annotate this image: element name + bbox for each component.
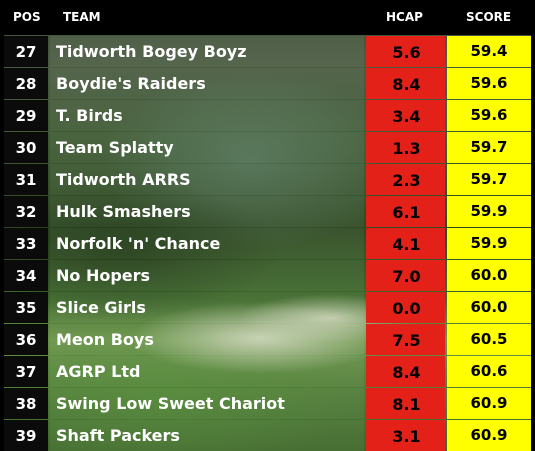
hcap-cell: 7.5 [366,324,445,355]
pos-cell: 27 [4,36,48,67]
team-cell: Norfolk 'n' Chance [50,228,364,259]
table-row: 36 Meon Boys 7.5 60.5 [0,324,535,356]
table-row: 27 Tidworth Bogey Boyz 5.6 59.4 [0,36,535,68]
table-row: 35 Slice Girls 0.0 60.0 [0,292,535,324]
team-cell: Boydie's Raiders [50,68,364,99]
score-cell: 59.9 [447,228,531,259]
hcap-cell: 8.4 [366,68,445,99]
team-cell: Meon Boys [50,324,364,355]
table-row: 39 Shaft Packers 3.1 60.9 [0,420,535,451]
score-cell: 59.4 [447,36,531,67]
score-cell: 59.6 [447,100,531,131]
table-row: 37 AGRP Ltd 8.4 60.6 [0,356,535,388]
table-row: 33 Norfolk 'n' Chance 4.1 59.9 [0,228,535,260]
left-frame [0,0,4,451]
score-cell: 60.9 [447,420,531,451]
pos-cell: 31 [4,164,48,195]
team-cell: No Hopers [50,260,364,291]
table-row: 30 Team Splatty 1.3 59.7 [0,132,535,164]
pos-cell: 39 [4,420,48,451]
hcap-cell: 8.4 [366,356,445,387]
hcap-cell: 3.4 [366,100,445,131]
table-row: 31 Tidworth ARRS 2.3 59.7 [0,164,535,196]
team-cell: Tidworth Bogey Boyz [50,36,364,67]
header-score: SCORE [466,10,512,24]
hcap-cell: 2.3 [366,164,445,195]
hcap-cell: 4.1 [366,228,445,259]
pos-cell: 34 [4,260,48,291]
header-hcap: HCAP [386,10,423,24]
score-cell: 60.0 [447,260,531,291]
team-cell: Slice Girls [50,292,364,323]
header-pos: POS [13,10,41,24]
pos-cell: 29 [4,100,48,131]
hcap-cell: 1.3 [366,132,445,163]
table-header: POS TEAM HCAP SCORE [0,0,535,35]
score-cell: 60.9 [447,388,531,419]
pos-cell: 38 [4,388,48,419]
team-cell: Hulk Smashers [50,196,364,227]
table-row: 34 No Hopers 7.0 60.0 [0,260,535,292]
score-cell: 59.7 [447,164,531,195]
hcap-cell: 8.1 [366,388,445,419]
score-cell: 59.6 [447,68,531,99]
pos-cell: 33 [4,228,48,259]
team-cell: Tidworth ARRS [50,164,364,195]
hcap-cell: 0.0 [366,292,445,323]
pos-cell: 28 [4,68,48,99]
header-team: TEAM [63,10,101,24]
hcap-cell: 3.1 [366,420,445,451]
table-row: 38 Swing Low Sweet Chariot 8.1 60.9 [0,388,535,420]
pos-cell: 32 [4,196,48,227]
score-cell: 60.6 [447,356,531,387]
table-row: 28 Boydie's Raiders 8.4 59.6 [0,68,535,100]
score-cell: 59.7 [447,132,531,163]
team-cell: Shaft Packers [50,420,364,451]
score-cell: 59.9 [447,196,531,227]
table-row: 32 Hulk Smashers 6.1 59.9 [0,196,535,228]
team-cell: AGRP Ltd [50,356,364,387]
table-body: 27 Tidworth Bogey Boyz 5.6 59.4 28 Boydie's R… [0,36,535,451]
hcap-cell: 7.0 [366,260,445,291]
team-cell: T. Birds [50,100,364,131]
hcap-cell: 6.1 [366,196,445,227]
hcap-cell: 5.6 [366,36,445,67]
score-cell: 60.0 [447,292,531,323]
pos-cell: 35 [4,292,48,323]
score-cell: 60.5 [447,324,531,355]
team-cell: Team Splatty [50,132,364,163]
table-row: 29 T. Birds 3.4 59.6 [0,100,535,132]
pos-cell: 37 [4,356,48,387]
right-frame [531,0,535,451]
pos-cell: 36 [4,324,48,355]
pos-cell: 30 [4,132,48,163]
team-cell: Swing Low Sweet Chariot [50,388,364,419]
